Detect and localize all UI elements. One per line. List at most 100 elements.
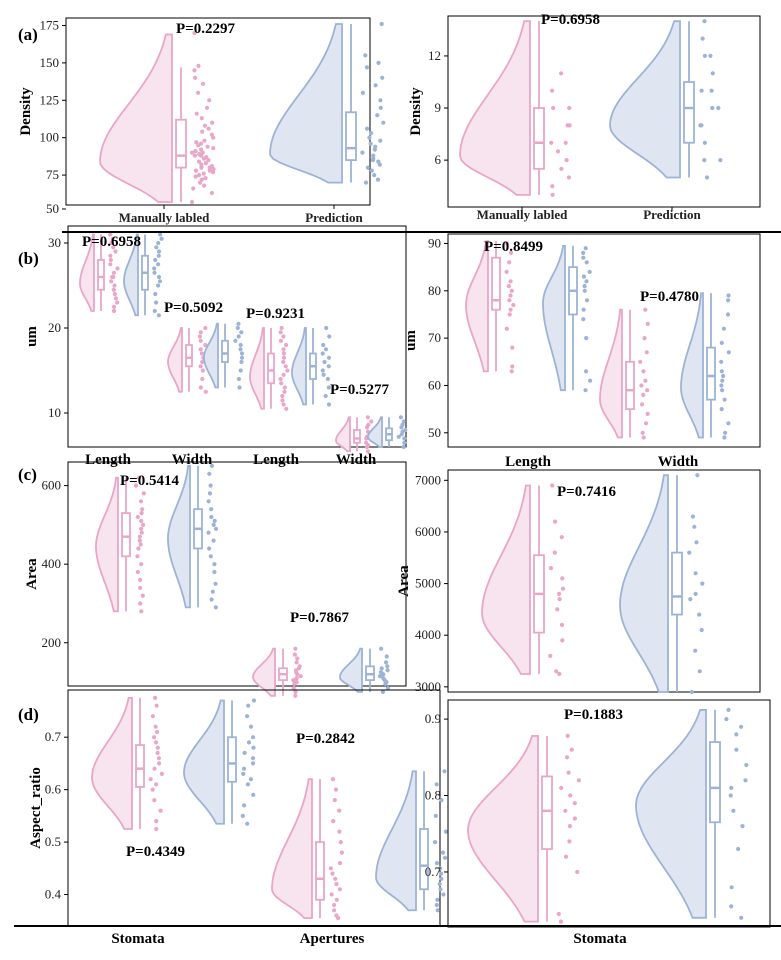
data-point <box>154 826 159 832</box>
data-point <box>575 869 580 875</box>
data-point <box>201 171 206 176</box>
data-point <box>109 240 114 246</box>
data-point <box>509 288 514 293</box>
data-point <box>189 199 195 205</box>
data-point <box>201 81 206 86</box>
data-point <box>385 664 390 669</box>
y-tick-label: 0.4 <box>45 887 62 902</box>
data-point <box>719 383 724 388</box>
data-point <box>135 569 140 575</box>
data-point <box>137 534 142 539</box>
density-cloud <box>459 20 531 196</box>
series-manual <box>99 30 216 205</box>
box <box>533 107 545 170</box>
y-tick-label: 0.7 <box>45 729 62 744</box>
data-point <box>643 307 648 312</box>
data-point <box>569 747 574 752</box>
data-point <box>716 105 721 111</box>
data-point <box>693 591 698 597</box>
data-point <box>377 674 383 679</box>
data-point <box>365 165 370 170</box>
data-point <box>112 283 117 288</box>
data-point <box>555 149 561 154</box>
y-tick-label: 5000 <box>415 576 441 591</box>
data-point <box>156 249 162 254</box>
density-cloud <box>271 778 313 920</box>
data-point <box>139 562 144 567</box>
data-point <box>280 398 285 403</box>
data-point <box>285 368 290 373</box>
y-tick-label: 30 <box>48 235 61 250</box>
data-point <box>110 236 115 241</box>
data-point <box>212 518 217 524</box>
data-point <box>331 819 336 824</box>
series-pred <box>542 244 593 393</box>
data-point <box>155 729 160 735</box>
box <box>541 775 553 850</box>
series-manual <box>249 325 290 411</box>
data-point <box>401 419 406 424</box>
y-tick-label: 600 <box>42 478 62 493</box>
data-point <box>154 300 159 305</box>
data-point <box>695 473 700 478</box>
data-point <box>381 120 386 125</box>
data-point <box>556 911 561 917</box>
category-label: Prediction <box>305 210 363 225</box>
series-manual <box>459 20 572 197</box>
data-point <box>156 240 161 246</box>
data-point <box>563 854 569 859</box>
data-point <box>693 648 698 653</box>
data-point <box>702 140 708 145</box>
data-point <box>509 369 514 374</box>
density-cloud <box>249 327 265 410</box>
data-point <box>584 298 590 303</box>
data-point <box>643 378 648 383</box>
data-point <box>150 787 155 792</box>
data-point <box>209 507 214 512</box>
y-tick-label: 0.8 <box>425 788 441 803</box>
p-value-label: P=0.7416 <box>557 484 616 500</box>
box <box>706 346 716 401</box>
data-point <box>554 669 559 674</box>
data-point <box>138 499 144 504</box>
data-point <box>138 542 143 547</box>
data-point <box>710 71 715 76</box>
density-cloud <box>183 699 225 825</box>
data-point <box>238 342 243 348</box>
data-point <box>385 668 390 673</box>
data-point <box>213 605 218 610</box>
data-point <box>153 257 158 263</box>
data-point <box>197 334 202 339</box>
data-point <box>294 680 299 685</box>
box <box>121 512 131 558</box>
p-value-label: P=0.1883 <box>564 707 623 723</box>
data-point <box>332 798 337 803</box>
data-point <box>557 597 562 602</box>
data-point <box>321 342 326 348</box>
data-point <box>155 745 160 750</box>
data-point <box>508 279 513 284</box>
data-point <box>702 53 708 59</box>
data-point <box>209 514 214 520</box>
data-point <box>139 510 144 516</box>
y-tick-label: 12 <box>428 48 441 63</box>
y-tick-label: 50 <box>46 201 59 216</box>
data-point <box>189 150 195 155</box>
density-cloud <box>467 734 539 923</box>
panel-label: (d) <box>18 705 39 724</box>
data-point <box>280 393 285 399</box>
category-label: Length <box>253 452 300 468</box>
data-point <box>551 105 556 111</box>
data-point <box>193 75 198 80</box>
data-point <box>281 359 286 365</box>
series-pred <box>291 325 332 407</box>
y-tick-label: 0.6 <box>45 782 62 797</box>
data-point <box>248 724 254 729</box>
data-point <box>156 274 162 280</box>
data-point <box>434 782 439 787</box>
data-point <box>581 307 586 312</box>
p-value-label: P=0.2842 <box>296 731 355 747</box>
data-point <box>138 601 143 606</box>
y-tick-label: 7000 <box>415 472 441 487</box>
